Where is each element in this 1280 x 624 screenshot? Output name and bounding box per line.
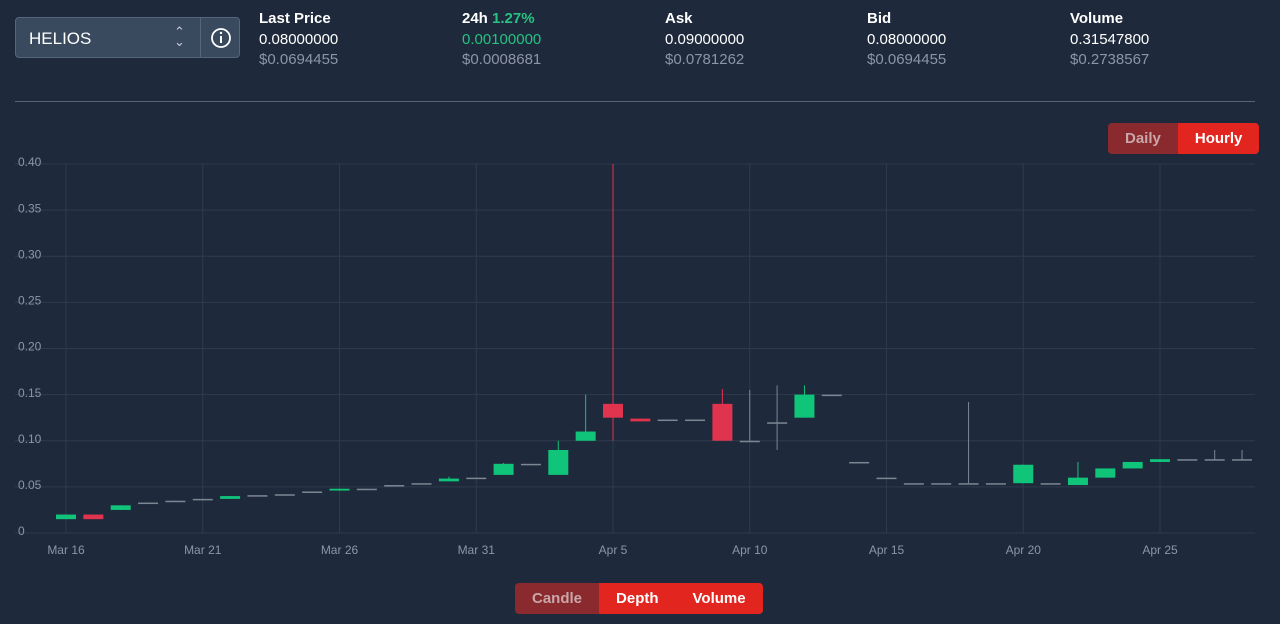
stat-usd: $0.0694455	[867, 51, 947, 68]
symbol: HELIOS	[29, 29, 92, 48]
candle-body	[630, 418, 651, 422]
stat-label: 24h	[462, 10, 488, 27]
stat-value: 0.08000000	[867, 30, 947, 48]
depth-button[interactable]: Depth	[599, 583, 676, 614]
divider	[15, 101, 1255, 102]
candle-body	[903, 483, 924, 485]
stat-label: Ask	[665, 10, 693, 27]
volume-button[interactable]: Volume	[675, 583, 763, 614]
candle-body	[83, 514, 104, 520]
candle-body	[548, 449, 569, 475]
x-tick-label: Mar 16	[47, 543, 85, 557]
y-tick-label: 0.25	[18, 294, 42, 308]
stat-bid: Bid 0.08000000 $0.0694455	[867, 9, 946, 71]
view-toggle: Candle Depth Volume	[515, 583, 763, 614]
candle-body	[56, 514, 76, 520]
stat-change: 1.27%	[492, 10, 535, 27]
candle-body	[302, 491, 323, 493]
y-tick-label: 0.20	[18, 340, 42, 354]
y-tick-label: 0.30	[18, 247, 42, 261]
y-tick-label: 0	[18, 524, 25, 538]
candle-body	[575, 431, 596, 441]
candle-body	[1067, 477, 1088, 486]
candle-body	[603, 403, 623, 418]
stat-volume: Volume 0.31547800 $0.2738567	[1070, 9, 1149, 71]
candle-body	[493, 463, 514, 475]
x-tick-label: Mar 26	[321, 543, 359, 557]
candle-button[interactable]: Candle	[515, 583, 600, 614]
y-tick-label: 0.10	[18, 432, 42, 446]
candle-body	[1204, 459, 1225, 461]
candle-body	[657, 419, 678, 422]
candle-body	[356, 488, 377, 491]
candle-body	[520, 463, 541, 466]
candle-body	[985, 483, 1006, 485]
stat-usd: $0.2738567	[1070, 51, 1150, 68]
interval-toggle: Daily Hourly	[1108, 123, 1260, 154]
candle-body	[931, 483, 952, 485]
candle-body	[384, 485, 405, 487]
x-tick-label: Mar 31	[458, 543, 496, 557]
candle-body	[685, 419, 706, 422]
candle-body	[411, 483, 432, 485]
stat-value: 0.08000000	[259, 30, 339, 48]
x-tick-label: Apr 5	[599, 543, 628, 557]
info-icon	[211, 28, 231, 48]
stat-last-price: Last Price 0.08000000 $0.0694455	[259, 9, 338, 71]
daily-button[interactable]: Daily	[1108, 123, 1178, 154]
candle-body	[1150, 459, 1170, 462]
candle-body	[958, 483, 979, 485]
symbol-selector[interactable]: HELIOS ⌃ ⌄	[15, 17, 240, 58]
stat-value: 0.09000000	[665, 30, 745, 48]
hourly-button[interactable]: Hourly	[1177, 123, 1260, 154]
candle-body	[329, 488, 350, 491]
candle-body	[849, 461, 870, 464]
candle-body	[821, 394, 842, 397]
x-tick-label: Apr 20	[1006, 543, 1042, 557]
stat-usd: $0.0694455	[259, 51, 339, 68]
candle-body	[876, 477, 897, 480]
y-tick-label: 0.05	[18, 478, 42, 492]
candle-body	[794, 394, 815, 418]
y-tick-label: 0.40	[18, 155, 42, 169]
candle-body	[1232, 459, 1253, 461]
candle-body	[767, 422, 788, 424]
stat-ask: Ask 0.09000000 $0.0781262	[665, 9, 744, 71]
candle-body	[712, 403, 733, 441]
candle-body	[274, 494, 295, 496]
candle-body	[438, 478, 459, 482]
y-tick-label: 0.35	[18, 201, 42, 215]
x-tick-label: Mar 21	[184, 543, 222, 557]
stat-24h: 24h 1.27% 0.00100000 $0.0008681	[462, 9, 541, 71]
stat-label: Bid	[867, 10, 892, 27]
candle-body	[1095, 468, 1116, 478]
stat-label: Volume	[1070, 10, 1124, 27]
candle-body	[1122, 461, 1143, 469]
candle-body	[1013, 464, 1034, 484]
chart: 0 0.05 0.10 0.15 0.20 0.25 0.30 0.35 0.40 Mar 16 M…	[15, 155, 1255, 557]
x-tick-label: Apr 10	[732, 543, 768, 557]
candle-body	[739, 440, 760, 443]
candle-body	[138, 502, 159, 505]
x-tick-label: Apr 25	[1142, 543, 1178, 557]
select-arrows: ⌃ ⌄	[174, 24, 185, 49]
info-button[interactable]	[200, 18, 241, 57]
candle-body	[192, 498, 213, 501]
candle-body	[110, 505, 131, 510]
candle-body	[1177, 459, 1198, 461]
stat-value: 0.00100000	[462, 30, 542, 48]
x-tick-label: Apr 15	[869, 543, 905, 557]
candle-body	[220, 496, 241, 499]
candle-body	[1040, 483, 1061, 485]
candle-body	[165, 500, 186, 503]
candle-body	[247, 495, 268, 497]
stat-value: 0.31547800	[1070, 30, 1150, 48]
candle-body	[466, 477, 487, 480]
stat-usd: $0.0781262	[665, 51, 745, 68]
y-tick-label: 0.15	[18, 386, 42, 400]
stat-label: Last Price	[259, 10, 331, 27]
stat-usd: $0.0008681	[462, 51, 542, 68]
